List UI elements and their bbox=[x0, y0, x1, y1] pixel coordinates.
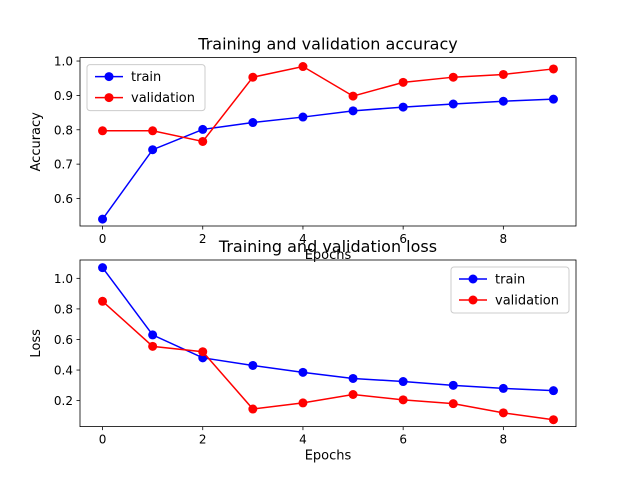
data-point-validation bbox=[498, 69, 508, 79]
x-tick-label: 4 bbox=[299, 232, 307, 246]
legend-marker-validation bbox=[104, 93, 114, 103]
data-point-train bbox=[448, 99, 458, 109]
y-tick-label: 1.0 bbox=[54, 55, 73, 69]
data-point-validation bbox=[148, 126, 158, 136]
data-point-train bbox=[148, 145, 158, 155]
subplot-2: 0 2 4 6 8 0.2 0.4 0.6 0.8 1.0 Epochs Loss train valid… bbox=[29, 237, 577, 464]
y-tick-label: 0.8 bbox=[54, 302, 73, 316]
y-tick-label: 0.4 bbox=[54, 364, 73, 378]
data-point-train bbox=[198, 124, 208, 134]
legend: train validation bbox=[86, 64, 206, 112]
series-line-validation bbox=[102, 300, 554, 421]
y-axis-label: Loss bbox=[29, 329, 44, 358]
data-point-validation bbox=[298, 62, 308, 72]
data-point-validation bbox=[248, 72, 258, 82]
axes-frame bbox=[79, 259, 577, 428]
legend-label-train: train bbox=[495, 273, 525, 288]
legend-marker-train bbox=[104, 72, 114, 82]
subplot-1: 0 2 4 6 8 0.6 0.7 0.8 0.9 1.0 Epochs Accuracy train v… bbox=[29, 35, 577, 263]
chart-title: Training and validation loss bbox=[218, 237, 437, 256]
data-point-validation bbox=[98, 126, 108, 136]
data-point-validation bbox=[198, 347, 208, 357]
data-point-validation bbox=[348, 390, 358, 400]
data-point-validation bbox=[98, 296, 108, 306]
y-tick-label: 0.6 bbox=[54, 333, 73, 347]
data-point-train bbox=[98, 214, 108, 224]
y-axis-label: Accuracy bbox=[29, 112, 44, 172]
data-point-validation bbox=[348, 91, 358, 101]
data-point-validation bbox=[448, 399, 458, 409]
data-point-train bbox=[498, 96, 508, 106]
data-point-train bbox=[448, 380, 458, 390]
data-point-train bbox=[248, 360, 258, 370]
data-point-validation bbox=[498, 408, 508, 418]
data-point-validation bbox=[148, 341, 158, 351]
data-point-train bbox=[498, 383, 508, 393]
y-tick-label: 0.9 bbox=[54, 89, 73, 103]
y-tick-label: 0.2 bbox=[54, 394, 73, 408]
data-point-validation bbox=[248, 404, 258, 414]
data-point-train bbox=[548, 386, 558, 396]
data-point-validation bbox=[548, 415, 558, 425]
data-point-train bbox=[398, 377, 408, 387]
x-tick-label: 0 bbox=[99, 433, 107, 447]
legend-label-train: train bbox=[131, 70, 161, 85]
data-point-train bbox=[548, 94, 558, 104]
series-line-train bbox=[101, 98, 554, 220]
axes-frame bbox=[79, 57, 577, 227]
series-line-validation bbox=[102, 65, 554, 143]
x-tick-label: 2 bbox=[199, 433, 207, 447]
data-point-validation bbox=[398, 395, 408, 405]
data-point-train bbox=[248, 118, 258, 128]
data-point-train bbox=[348, 373, 358, 383]
data-point-validation bbox=[448, 72, 458, 82]
legend-marker-train bbox=[468, 274, 478, 284]
x-tick-label: 6 bbox=[399, 433, 407, 447]
x-axis-label: Epochs bbox=[305, 248, 352, 263]
data-point-train bbox=[98, 263, 108, 273]
chart-title: Training and validation accuracy bbox=[197, 35, 457, 54]
y-tick-label: 1.0 bbox=[54, 272, 73, 286]
data-point-train bbox=[298, 367, 308, 377]
data-point-train bbox=[148, 330, 158, 340]
legend: train validation bbox=[450, 266, 570, 314]
data-point-validation bbox=[298, 398, 308, 408]
series-line-train bbox=[101, 267, 554, 392]
data-point-train bbox=[398, 102, 408, 112]
legend-marker-validation bbox=[468, 295, 478, 305]
legend-label-validation: validation bbox=[131, 91, 195, 106]
x-axis-label: Epochs bbox=[305, 449, 352, 464]
data-point-train bbox=[348, 106, 358, 116]
data-point-validation bbox=[398, 77, 408, 87]
data-point-validation bbox=[548, 64, 558, 74]
y-tick-label: 0.8 bbox=[54, 123, 73, 137]
x-tick-label: 6 bbox=[399, 232, 407, 246]
y-tick-label: 0.6 bbox=[54, 192, 73, 206]
x-tick-label: 8 bbox=[500, 433, 508, 447]
x-tick-label: 4 bbox=[299, 433, 307, 447]
x-tick-label: 8 bbox=[500, 232, 508, 246]
legend-label-validation: validation bbox=[495, 294, 559, 309]
x-tick-label: 0 bbox=[99, 232, 107, 246]
data-point-validation bbox=[198, 136, 208, 146]
x-tick-label: 2 bbox=[199, 232, 207, 246]
data-point-train bbox=[298, 112, 308, 122]
y-tick-label: 0.7 bbox=[54, 158, 73, 172]
